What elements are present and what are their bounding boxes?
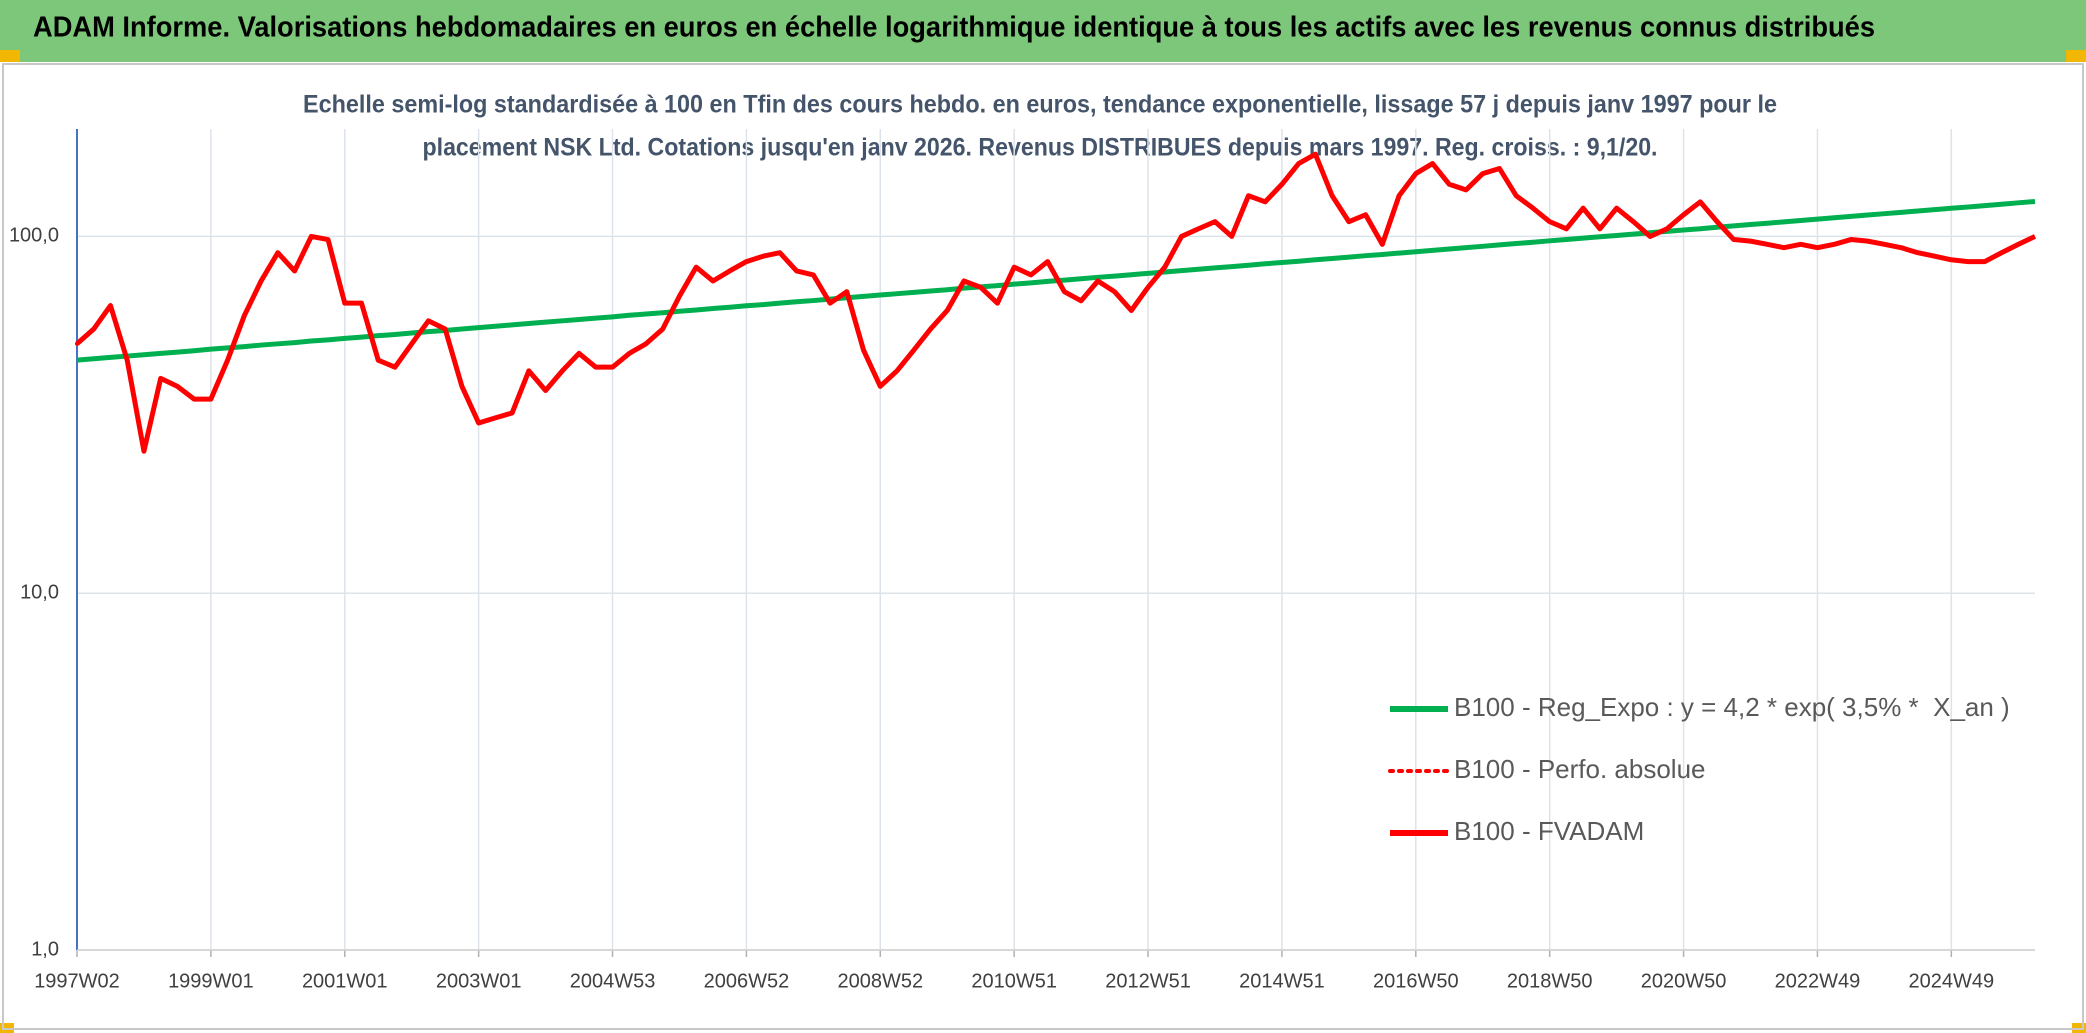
x-tick-label: 2003W01	[436, 970, 522, 992]
x-tick-label: 2006W52	[704, 970, 790, 992]
data-line	[75, 151, 2037, 454]
x-tick-label: 2004W53	[570, 970, 656, 992]
title-banner	[0, 0, 2086, 62]
x-tick-label: 2014W51	[1239, 970, 1325, 992]
corner	[2066, 50, 2086, 62]
x-tick-label: 2012W51	[1105, 970, 1191, 992]
y-tick-label: 100,0	[9, 225, 59, 247]
x-tick-label: 2020W50	[1641, 970, 1727, 992]
corner	[0, 50, 20, 62]
chart-frame	[2, 63, 2084, 1030]
legend-label: B100 - FVADAM	[1454, 816, 1644, 846]
chart-title: ADAM Informe. Valorisations hebdomadaire…	[33, 12, 1875, 44]
chart-subtitle: Echelle semi-log standardisée à 100 en T…	[303, 91, 1777, 119]
x-tick-label: 2024W49	[1909, 970, 1995, 992]
x-tick-label: 2001W01	[302, 970, 388, 992]
x-tick-label: 2008W52	[837, 970, 923, 992]
y-tick-label: 1,0	[31, 938, 59, 960]
chart-subtitle: placement NSK Ltd. Cotations jusqu'en ja…	[423, 134, 1658, 162]
x-tick-label: 2010W51	[971, 970, 1057, 992]
legend-label: B100 - Perfo. absolue	[1454, 754, 1706, 784]
x-tick-label: 1999W01	[168, 970, 254, 992]
y-tick-label: 10,0	[20, 581, 59, 603]
legend-label: B100 - Reg_Expo : y = 4,2 * exp( 3,5% * …	[1454, 692, 2010, 722]
x-tick-label: 1997W02	[34, 970, 120, 992]
x-tick-label: 2018W50	[1507, 970, 1593, 992]
x-tick-label: 2016W50	[1373, 970, 1459, 992]
x-tick-label: 2022W49	[1775, 970, 1861, 992]
